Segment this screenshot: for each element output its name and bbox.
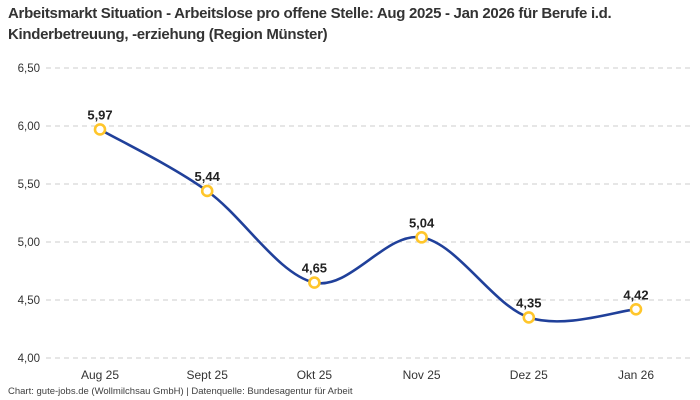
data-point-label: 5,44 bbox=[195, 169, 221, 184]
chart-title: Arbeitsmarkt Situation - Arbeitslose pro… bbox=[8, 5, 612, 43]
y-axis-tick-label: 6,00 bbox=[18, 121, 40, 133]
data-point-label: 5,04 bbox=[409, 215, 435, 230]
x-axis-tick-label: Nov 25 bbox=[403, 368, 441, 382]
x-axis-tick-label: Sept 25 bbox=[187, 368, 229, 382]
x-axis-tick-label: Dez 25 bbox=[510, 368, 548, 382]
data-series-line bbox=[98, 128, 638, 323]
y-axis-tick-label: 4,00 bbox=[18, 353, 40, 365]
data-point-label: 4,65 bbox=[302, 261, 327, 276]
x-axis-tick-label: Aug 25 bbox=[81, 368, 119, 382]
x-axis-tick-label: Okt 25 bbox=[297, 368, 333, 382]
y-axis-tick-label: 4,50 bbox=[18, 295, 40, 307]
data-point-marker[interactable] bbox=[93, 123, 107, 136]
y-axis-tick-label: 6,50 bbox=[18, 63, 40, 75]
data-point-marker[interactable] bbox=[522, 311, 536, 324]
data-point-marker[interactable] bbox=[308, 276, 321, 289]
x-axis-tick-label: Jan 26 bbox=[618, 368, 654, 382]
data-point-marker[interactable] bbox=[629, 302, 643, 316]
data-point-label: 5,97 bbox=[87, 107, 112, 122]
data-point-label: 4,35 bbox=[516, 295, 541, 310]
data-point-marker[interactable] bbox=[200, 184, 214, 198]
data-point-marker[interactable] bbox=[415, 231, 428, 244]
chart-footer: Chart: gute-jobs.de (Wollmilchsau GmbH) … bbox=[8, 386, 353, 397]
y-axis-tick-label: 5,50 bbox=[18, 179, 40, 191]
y-axis-tick-label: 5,00 bbox=[18, 237, 40, 249]
data-point-label: 4,42 bbox=[623, 287, 648, 302]
